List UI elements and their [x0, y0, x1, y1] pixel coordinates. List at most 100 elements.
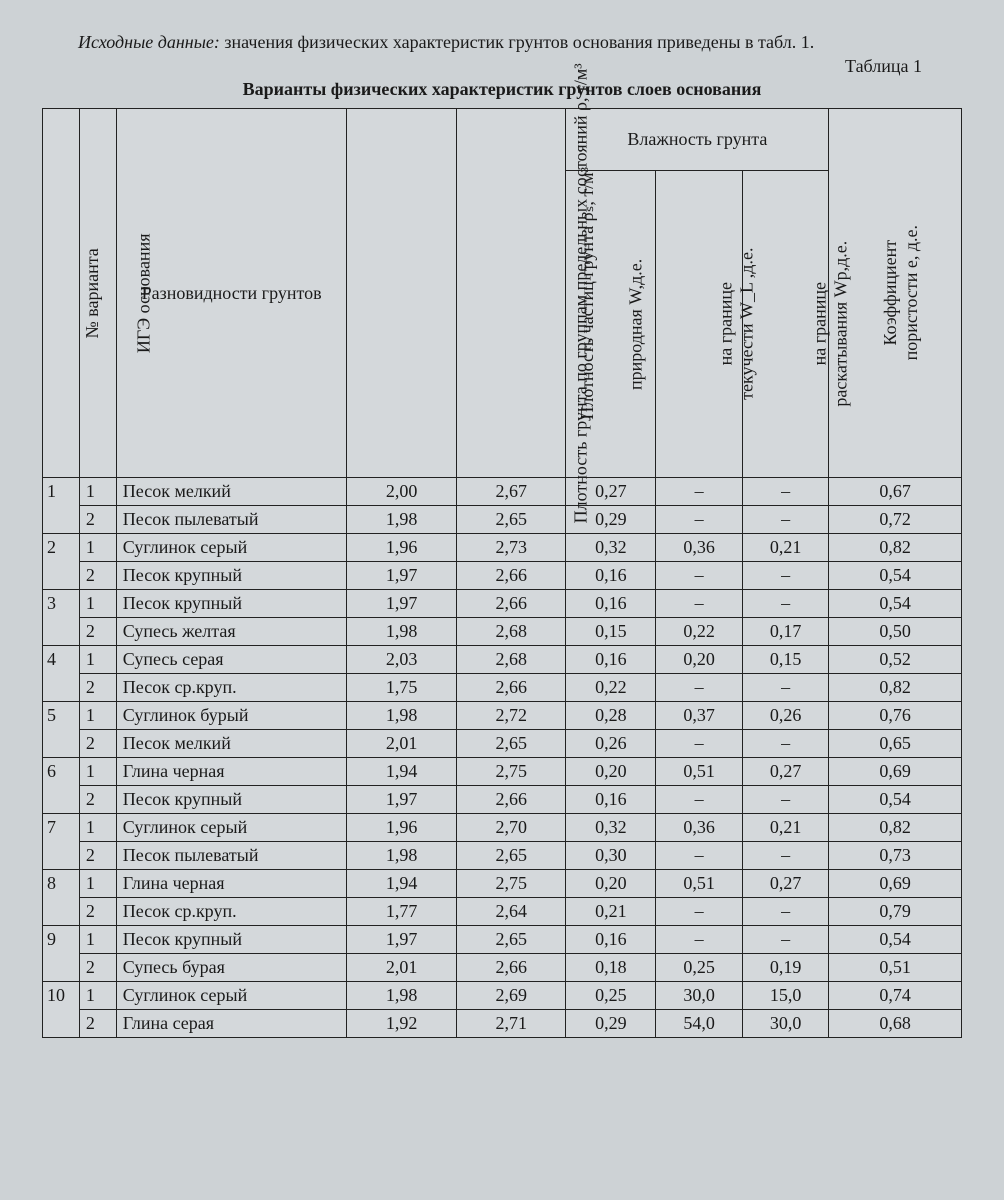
cell-ige: 1 — [79, 926, 116, 954]
cell-wp: 0,19 — [742, 954, 828, 982]
cell-name: Песок мелкий — [116, 730, 347, 758]
cell-e: 0,54 — [829, 590, 962, 618]
cell-e: 0,79 — [829, 898, 962, 926]
cell-wl: – — [656, 562, 742, 590]
cell-rho: 1,92 — [347, 1010, 457, 1038]
table-row: 61Глина черная1,942,750,200,510,270,69 — [43, 758, 962, 786]
cell-e: 0,68 — [829, 1010, 962, 1038]
table-row: 11Песок мелкий2,002,670,27––0,67 — [43, 478, 962, 506]
cell-name: Песок ср.круп. — [116, 674, 347, 702]
cell-e: 0,54 — [829, 786, 962, 814]
cell-rhos: 2,68 — [456, 646, 566, 674]
cell-wl: 54,0 — [656, 1010, 742, 1038]
cell-rhos: 2,68 — [456, 618, 566, 646]
cell-wl: 0,51 — [656, 870, 742, 898]
cell-name: Суглинок серый — [116, 814, 347, 842]
cell-rho: 1,94 — [347, 870, 457, 898]
cell-w: 0,30 — [566, 842, 656, 870]
cell-e: 0,69 — [829, 758, 962, 786]
cell-name: Суглинок бурый — [116, 702, 347, 730]
col-rho: Плотность грунта по группам предельных с… — [347, 109, 457, 478]
cell-rhos: 2,66 — [456, 786, 566, 814]
cell-rhos: 2,75 — [456, 870, 566, 898]
cell-wl: 0,36 — [656, 534, 742, 562]
cell-wl: 0,51 — [656, 758, 742, 786]
cell-rho: 2,01 — [347, 954, 457, 982]
table-row: 2Песок ср.круп.1,772,640,21––0,79 — [43, 898, 962, 926]
cell-e: 0,82 — [829, 534, 962, 562]
cell-wp: – — [742, 506, 828, 534]
cell-ige: 1 — [79, 870, 116, 898]
cell-e: 0,67 — [829, 478, 962, 506]
cell-rhos: 2,65 — [456, 506, 566, 534]
table-title: Варианты физических характеристик грунто… — [42, 79, 962, 100]
col-rhos: Плотность частиц грунта ρₛ, т/м³ — [456, 109, 566, 478]
cell-w: 0,21 — [566, 898, 656, 926]
cell-w: 0,26 — [566, 730, 656, 758]
cell-rho: 1,98 — [347, 982, 457, 1010]
cell-e: 0,52 — [829, 646, 962, 674]
cell-variant: 6 — [43, 758, 80, 814]
col-ige: ИГЭ основания — [79, 109, 116, 478]
cell-name: Глина черная — [116, 870, 347, 898]
cell-wl: 0,20 — [656, 646, 742, 674]
table-row: 2Песок мелкий2,012,650,26––0,65 — [43, 730, 962, 758]
cell-ige: 1 — [79, 982, 116, 1010]
cell-ige: 2 — [79, 842, 116, 870]
cell-rho: 1,97 — [347, 926, 457, 954]
cell-name: Песок ср.круп. — [116, 898, 347, 926]
table-row: 2Глина серая1,922,710,2954,030,00,68 — [43, 1010, 962, 1038]
cell-rho: 2,03 — [347, 646, 457, 674]
cell-rho: 1,97 — [347, 786, 457, 814]
intro-rest: значения физических характеристик грунто… — [220, 32, 814, 52]
cell-variant: 10 — [43, 982, 80, 1038]
cell-wp: – — [742, 478, 828, 506]
cell-rhos: 2,73 — [456, 534, 566, 562]
cell-wl: 0,25 — [656, 954, 742, 982]
cell-w: 0,16 — [566, 786, 656, 814]
cell-wp: 0,21 — [742, 814, 828, 842]
cell-rho: 1,97 — [347, 590, 457, 618]
cell-e: 0,82 — [829, 814, 962, 842]
cell-rho: 2,01 — [347, 730, 457, 758]
cell-variant: 7 — [43, 814, 80, 870]
cell-wl: – — [656, 786, 742, 814]
cell-name: Песок крупный — [116, 590, 347, 618]
cell-rhos: 2,66 — [456, 674, 566, 702]
cell-wp: – — [742, 898, 828, 926]
cell-rho: 1,97 — [347, 562, 457, 590]
cell-wl: – — [656, 926, 742, 954]
cell-ige: 2 — [79, 730, 116, 758]
cell-e: 0,72 — [829, 506, 962, 534]
table-row: 31Песок крупный1,972,660,16––0,54 — [43, 590, 962, 618]
cell-wl: – — [656, 674, 742, 702]
cell-rhos: 2,72 — [456, 702, 566, 730]
cell-wl: 0,22 — [656, 618, 742, 646]
cell-ige: 1 — [79, 758, 116, 786]
cell-wp: – — [742, 926, 828, 954]
cell-rhos: 2,69 — [456, 982, 566, 1010]
cell-wl: 0,37 — [656, 702, 742, 730]
cell-ige: 2 — [79, 618, 116, 646]
cell-name: Песок крупный — [116, 786, 347, 814]
cell-w: 0,32 — [566, 534, 656, 562]
table-row: 2Песок крупный1,972,660,16––0,54 — [43, 786, 962, 814]
cell-variant: 8 — [43, 870, 80, 926]
cell-w: 0,18 — [566, 954, 656, 982]
cell-rhos: 2,66 — [456, 954, 566, 982]
cell-rho: 1,96 — [347, 534, 457, 562]
cell-wp: – — [742, 842, 828, 870]
cell-wp: 0,27 — [742, 870, 828, 898]
cell-wp: – — [742, 730, 828, 758]
cell-wl: – — [656, 590, 742, 618]
cell-w: 0,15 — [566, 618, 656, 646]
col-w: природная W,д.е. — [566, 171, 656, 478]
table-row: 51Суглинок бурый1,982,720,280,370,260,76 — [43, 702, 962, 730]
cell-name: Супесь серая — [116, 646, 347, 674]
cell-w: 0,22 — [566, 674, 656, 702]
cell-ige: 2 — [79, 954, 116, 982]
cell-name: Песок мелкий — [116, 478, 347, 506]
cell-name: Глина черная — [116, 758, 347, 786]
cell-rhos: 2,67 — [456, 478, 566, 506]
table-row: 2Песок пылеватый1,982,650,30––0,73 — [43, 842, 962, 870]
